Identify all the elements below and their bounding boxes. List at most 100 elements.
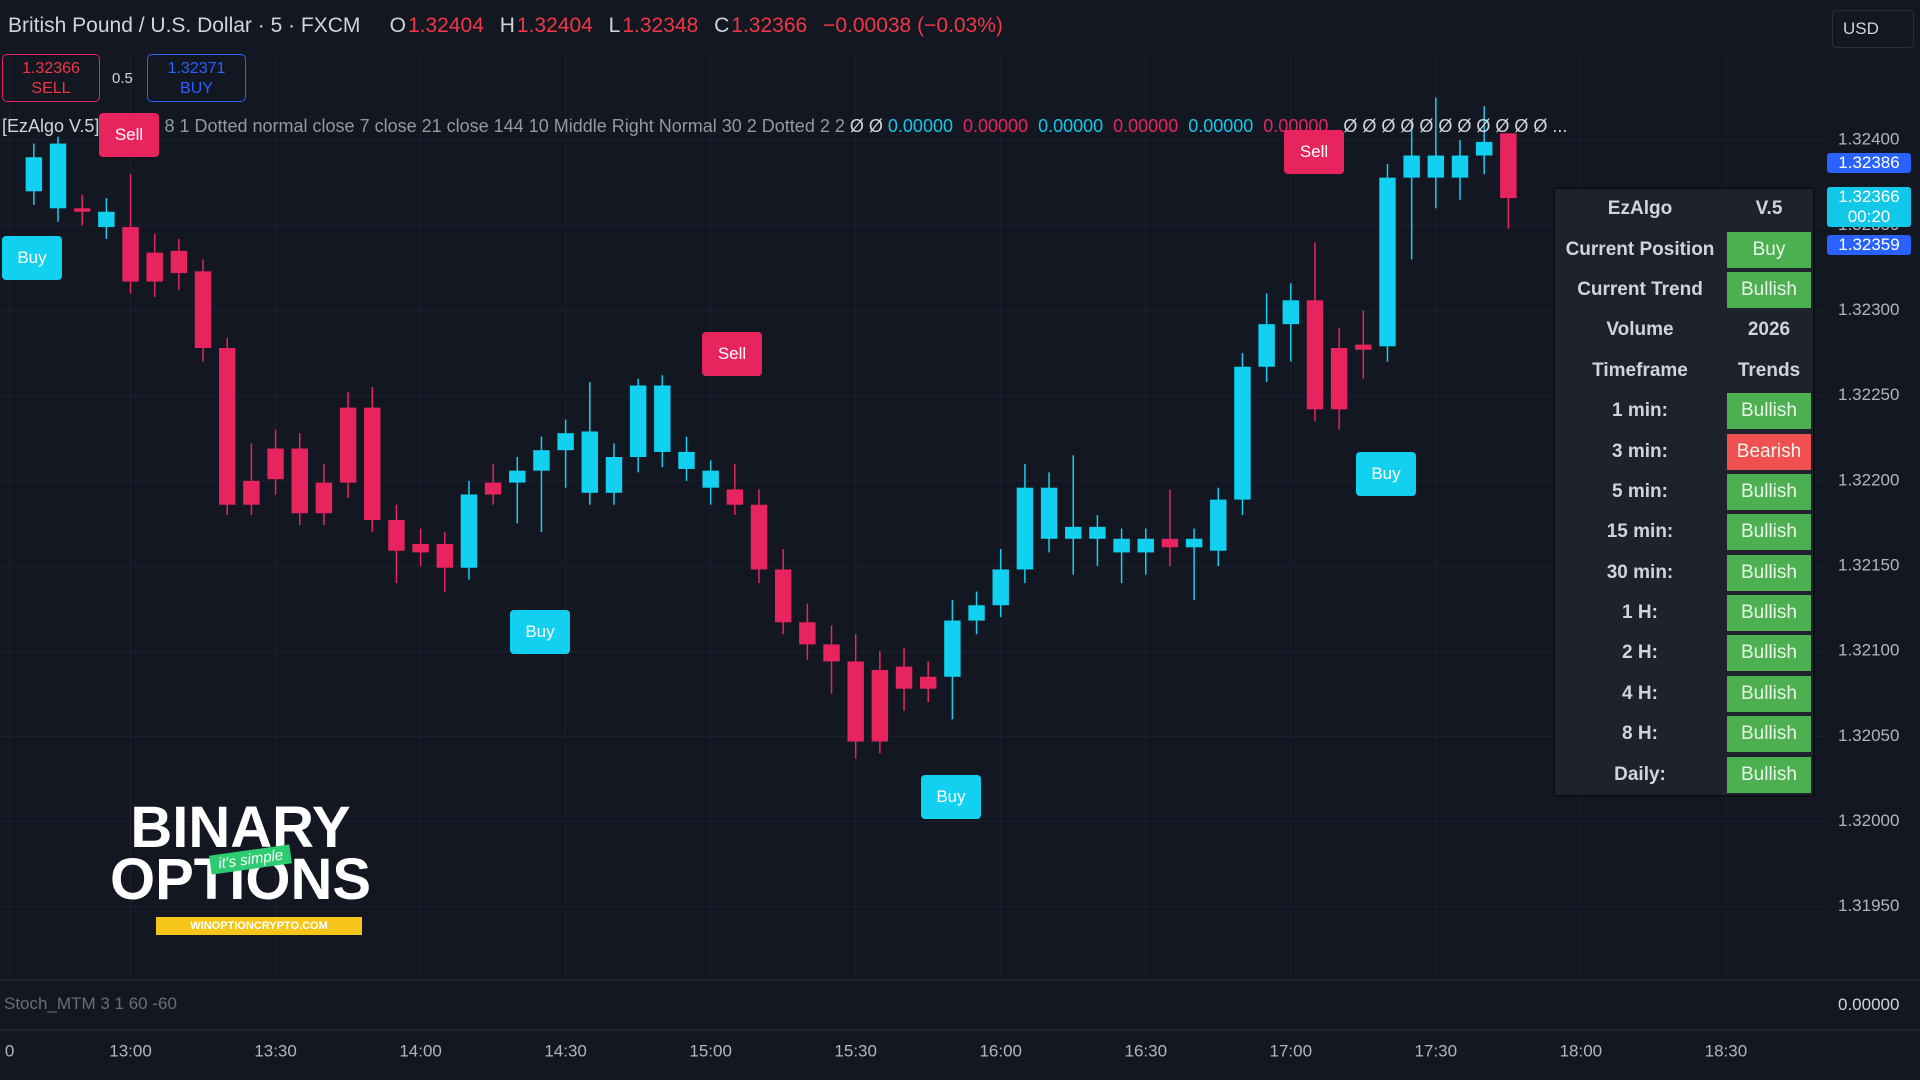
row-label: 3 min:	[1612, 440, 1668, 462]
row-value: Bullish	[1727, 756, 1811, 793]
candle-body	[1185, 538, 1203, 548]
candle-body	[847, 661, 864, 742]
candle-body	[436, 543, 453, 568]
row-value: V.5	[1755, 198, 1783, 220]
candle-body	[1403, 155, 1420, 178]
candle-body	[1016, 487, 1034, 570]
candle-body	[194, 271, 212, 349]
candle-body	[1089, 526, 1106, 539]
row-label: 8 H:	[1622, 723, 1658, 745]
row-label: 1 min:	[1612, 400, 1668, 422]
y-tick-label: 1.32150	[1838, 556, 1899, 575]
candle-body	[1306, 300, 1324, 410]
table-row: Volume 2026	[1555, 310, 1813, 350]
pane-indicator: Stoch_MTM 3 1 60 -60	[4, 994, 177, 1013]
row-label: Volume	[1606, 319, 1674, 341]
row-value: Bullish	[1727, 595, 1811, 632]
row-value: Trends	[1737, 359, 1801, 381]
row-value: 2026	[1747, 319, 1791, 341]
row-label: Timeframe	[1592, 359, 1688, 381]
buy-label: BUY	[180, 80, 213, 97]
row-label: 5 min:	[1612, 480, 1668, 502]
candle-body	[1282, 300, 1300, 325]
y-tick-label: 1.32100	[1838, 641, 1899, 660]
indicator-values: 0.00000 0.00000 0.00000 0.00000 0.00000 0.000…	[888, 116, 1338, 136]
row-value: Bearish	[1727, 433, 1811, 470]
ohlc-value: 1.32404	[407, 14, 484, 37]
table-row: 30 min: Bullish	[1555, 553, 1813, 593]
ohlc-key: C	[714, 14, 730, 37]
row-label: 2 H:	[1622, 642, 1658, 664]
table-row: 2 H: Bullish	[1555, 633, 1813, 673]
candle-body	[460, 494, 478, 568]
candle-body	[1475, 141, 1493, 156]
candle-body	[219, 348, 236, 505]
spread: 0.5	[112, 70, 133, 87]
candle-body	[509, 470, 526, 483]
buy-button[interactable]: 1.32371 BUY	[147, 54, 246, 102]
candle-body	[774, 569, 792, 623]
candle-body	[1161, 538, 1179, 548]
row-label: Current Trend	[1577, 278, 1703, 300]
candle-body	[1113, 538, 1130, 553]
y-tick-label: 1.32000	[1838, 811, 1899, 830]
x-tick-label: 14:00	[399, 1041, 442, 1060]
table-row: Daily: Bullish	[1555, 754, 1813, 794]
signal-label: Sell	[99, 113, 159, 157]
row-label: EzAlgo	[1607, 198, 1673, 220]
currency-select[interactable]: USD	[1832, 10, 1914, 48]
candle-body	[533, 450, 550, 471]
watermark: BINARY OPTIONS	[110, 799, 371, 909]
candle-body	[919, 676, 937, 689]
candle-body	[992, 569, 1009, 606]
signal-label: Sell	[1284, 130, 1344, 174]
y-tick-label: 1.32300	[1838, 300, 1899, 319]
table-row: 1 min: Bullish	[1555, 391, 1813, 431]
y-tick-label: 1.32200	[1838, 470, 1899, 489]
change: −0.00038 (−0.03%)	[823, 14, 1003, 37]
watermark-site: WINOPTIONCRYPTO.COM	[156, 917, 362, 935]
symbol-title[interactable]: British Pound / U.S. Dollar · 5 · FXCM	[8, 14, 361, 37]
row-value: Bullish	[1727, 675, 1811, 712]
candle-body	[388, 520, 405, 551]
sell-price: 1.32366	[22, 60, 80, 77]
x-tick-label: 16:30	[1124, 1041, 1167, 1060]
sell-button[interactable]: 1.32366 SELL	[2, 54, 100, 102]
candle-body	[267, 448, 284, 480]
y-tick-label: 1.32400	[1838, 130, 1899, 149]
candle-body	[823, 644, 840, 662]
indicator-legend: [EzAlgo V.5] 1 0.5 5 8 1 Dotted normal c…	[2, 116, 1567, 137]
table-row: Current Position Buy	[1555, 229, 1813, 269]
ohlc-key: O	[389, 14, 406, 37]
table-row: Current Trend Bullish	[1555, 270, 1813, 310]
row-value: Bullish	[1727, 271, 1811, 308]
candle-body	[98, 211, 115, 228]
candle-body	[750, 504, 768, 570]
ohlc-key: L	[608, 14, 621, 37]
ohlc-key: H	[499, 14, 515, 37]
candle-body	[73, 208, 91, 212]
indicator-empty: Ø Ø Ø Ø Ø Ø Ø Ø Ø Ø Ø ...	[1343, 116, 1568, 136]
candle-body	[1355, 344, 1372, 350]
signal-label: Buy	[2, 236, 62, 280]
candle-body	[1451, 155, 1469, 178]
x-tick-label: 13:00	[109, 1041, 152, 1060]
indicator-value: 0.00000	[1188, 116, 1254, 136]
ohlc-value: 1.32348	[622, 14, 699, 37]
candle-body	[1210, 499, 1227, 551]
signal-label: Buy	[921, 775, 981, 819]
x-tick-label: 15:00	[689, 1041, 732, 1060]
candle-body	[654, 385, 671, 452]
last-price: 1.32366	[1838, 187, 1900, 206]
x-tick-label: 13:30	[254, 1041, 297, 1060]
ezalgo-table: EzAlgo V.5 Current Position Buy Current Tren…	[1553, 187, 1815, 797]
candle-body	[339, 407, 357, 483]
candle-body	[678, 451, 695, 469]
y-tick-label: 1.32050	[1838, 726, 1899, 745]
candle-body	[1040, 487, 1058, 539]
indicator-name[interactable]: [EzAlgo V.5]	[2, 116, 100, 136]
ohlc-value: 1.32366	[731, 14, 808, 37]
candle-body	[1065, 526, 1082, 539]
signal-label: Sell	[702, 332, 762, 376]
